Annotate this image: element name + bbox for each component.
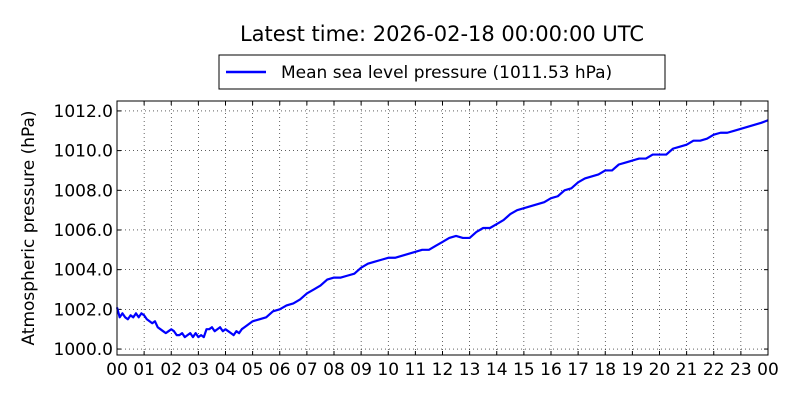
x-tick-label: 00 (757, 360, 779, 380)
x-tick-label: 17 (567, 360, 589, 380)
x-tick-label: 18 (594, 360, 616, 380)
x-tick-label: 16 (540, 360, 562, 380)
x-tick-label: 02 (160, 360, 182, 380)
y-axis-label: Atmospheric pressure (hPa) (19, 110, 39, 345)
tick-labels: 00 01 02 03 04 05 06 07 08 09 10 11 12 13 14 15 16 17 18 19… (54, 102, 779, 380)
x-tick-label: 22 (703, 360, 725, 380)
x-tick-label: 05 (242, 360, 264, 380)
x-tick-label: 19 (622, 360, 644, 380)
chart-title: Latest time: 2026-02-18 00:00:00 UTC (240, 22, 644, 46)
x-tick-label: 09 (350, 360, 372, 380)
y-tick-label: 1006.0 (54, 221, 113, 241)
x-tick-label: 21 (676, 360, 698, 380)
y-tick-label: 1002.0 (54, 300, 113, 320)
y-tick-label: 1004.0 (54, 261, 113, 281)
y-tick-label: 1012.0 (54, 102, 113, 122)
x-tick-label: 20 (649, 360, 671, 380)
x-tick-label: 23 (730, 360, 752, 380)
x-tick-label: 03 (188, 360, 210, 380)
x-tick-label: 08 (323, 360, 345, 380)
x-tick-label: 06 (269, 360, 291, 380)
x-tick-label: 15 (513, 360, 535, 380)
plot-frame (116, 100, 769, 356)
legend-box (218, 54, 666, 90)
grid (116, 101, 769, 355)
x-tick-label: 10 (377, 360, 399, 380)
x-tick-label: 04 (215, 360, 237, 380)
y-tick-label: 1010.0 (54, 142, 113, 162)
series-group (115, 119, 769, 339)
x-tick-label: 01 (133, 360, 155, 380)
series-line (115, 119, 769, 339)
x-tick-label: 11 (405, 360, 427, 380)
x-tick-label: 07 (296, 360, 318, 380)
legend: Mean sea level pressure (1011.53 hPa) (218, 54, 666, 90)
x-tick-label: 14 (486, 360, 508, 380)
x-tick-label: 00 (106, 360, 128, 380)
y-tick-label: 1008.0 (54, 181, 113, 201)
x-tick-label: 12 (432, 360, 454, 380)
y-tick-label: 1000.0 (54, 340, 113, 360)
x-tick-label: 13 (459, 360, 481, 380)
legend-label: Mean sea level pressure (1011.53 hPa) (281, 63, 612, 83)
